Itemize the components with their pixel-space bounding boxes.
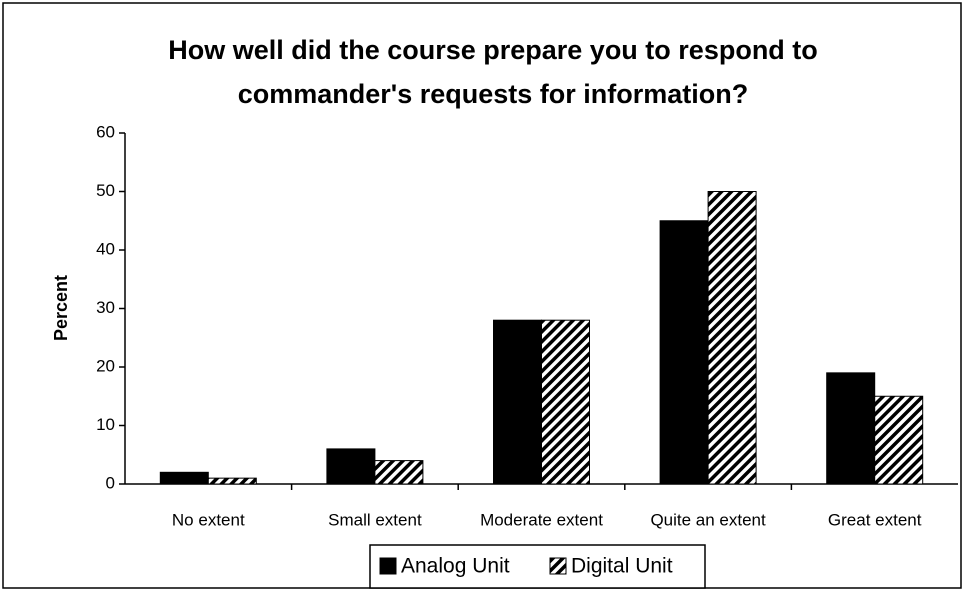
legend-label: Digital Unit <box>571 555 673 578</box>
y-tick-label: 10 <box>96 415 115 434</box>
x-tick-label: Moderate extent <box>480 510 603 529</box>
legend-box <box>369 544 706 589</box>
chart-title: commander's requests for information? <box>238 79 749 109</box>
legend-swatch <box>549 557 567 575</box>
bar <box>207 477 257 485</box>
bar <box>826 372 876 485</box>
bar <box>707 191 757 485</box>
y-tick-label: 50 <box>96 181 115 200</box>
bar <box>493 319 542 485</box>
x-tick-label: Great extent <box>828 510 922 529</box>
bar <box>374 460 424 485</box>
bar <box>874 395 924 485</box>
x-tick-label: Small extent <box>328 510 422 529</box>
y-tick-label: 0 <box>106 473 115 492</box>
bar <box>326 448 376 485</box>
y-axis-label: Percent <box>51 275 71 341</box>
x-tick-label: No extent <box>172 510 245 529</box>
bar <box>659 220 709 485</box>
y-tick-label: 20 <box>96 356 115 375</box>
y-tick-label: 40 <box>96 239 115 258</box>
y-tick-label: 60 <box>96 122 115 141</box>
bar <box>541 319 590 485</box>
legend-label: Analog Unit <box>401 555 510 578</box>
x-tick-label: Quite an extent <box>650 510 766 529</box>
bar <box>159 471 209 485</box>
y-tick-label: 30 <box>96 298 115 317</box>
chart-title: How well did the course prepare you to r… <box>168 35 818 65</box>
legend-swatch <box>379 557 397 575</box>
